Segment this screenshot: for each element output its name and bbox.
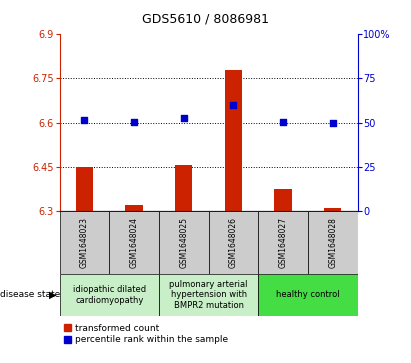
Point [280,119,286,125]
Bar [275,188,292,211]
FancyBboxPatch shape [109,211,159,274]
Text: pulmonary arterial
hypertension with
BMPR2 mutation: pulmonary arterial hypertension with BMP… [169,280,248,310]
Text: GSM1648023: GSM1648023 [80,217,89,268]
FancyBboxPatch shape [159,211,208,274]
Point [230,103,237,109]
Legend: transformed count, percentile rank within the sample: transformed count, percentile rank withi… [64,324,228,344]
Text: ▶: ▶ [49,290,56,300]
FancyBboxPatch shape [258,274,358,316]
Point [180,115,187,121]
FancyBboxPatch shape [60,274,159,316]
Bar [225,70,242,211]
Text: GSM1648025: GSM1648025 [179,217,188,268]
Point [330,120,336,126]
Text: GSM1648024: GSM1648024 [129,217,139,268]
Bar [324,208,342,211]
Text: disease state: disease state [0,290,61,299]
FancyBboxPatch shape [159,274,258,316]
FancyBboxPatch shape [308,211,358,274]
Bar [125,205,143,211]
Point [131,119,137,125]
Text: GSM1648026: GSM1648026 [229,217,238,268]
Text: GSM1648028: GSM1648028 [328,217,337,268]
Point [81,117,88,123]
Text: GDS5610 / 8086981: GDS5610 / 8086981 [142,13,269,26]
Bar [76,167,93,211]
FancyBboxPatch shape [60,211,109,274]
Text: idiopathic dilated
cardiomyopathy: idiopathic dilated cardiomyopathy [73,285,146,305]
Bar [175,165,192,211]
Text: GSM1648027: GSM1648027 [279,217,288,268]
Text: healthy control: healthy control [276,290,340,299]
FancyBboxPatch shape [258,211,308,274]
FancyBboxPatch shape [208,211,258,274]
